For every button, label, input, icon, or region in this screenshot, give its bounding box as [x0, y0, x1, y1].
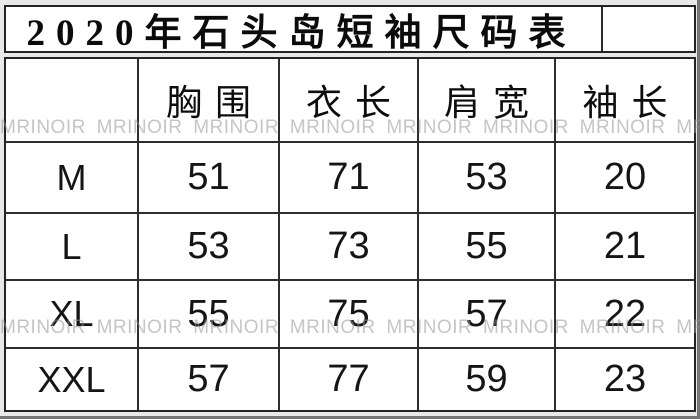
cell-xl-length: 75: [280, 281, 419, 349]
title-box: 2020年石头岛短袖尺码表: [4, 5, 696, 54]
row-label-l: L: [6, 214, 139, 281]
cell-m-sleeve: 20: [556, 143, 694, 214]
column-header-shoulder: 肩宽: [419, 59, 556, 143]
page-title: 2020年石头岛短袖尺码表: [26, 13, 577, 54]
column-header-length: 衣长: [280, 59, 419, 143]
cell-l-sleeve: 21: [556, 214, 694, 281]
corner-cell: [6, 59, 139, 143]
cell-l-length: 73: [280, 214, 419, 281]
cell-xl-sleeve: 22: [556, 281, 694, 349]
cell-xxl-shoulder: 59: [419, 349, 556, 410]
cell-xl-shoulder: 57: [419, 281, 556, 349]
column-header-chest: 胸围: [139, 59, 280, 143]
cell-m-chest: 51: [139, 143, 280, 214]
title-box-divider: [601, 7, 603, 51]
row-label-xl: XL: [6, 281, 139, 349]
row-label-xxl: XXL: [6, 349, 139, 410]
image-edge-right: [697, 0, 700, 419]
cell-m-length: 71: [280, 143, 419, 214]
cell-l-chest: 53: [139, 214, 280, 281]
size-table: 胸围 衣长 肩宽 袖长 M 51 71 53 20 L 53 73 55 21 …: [4, 57, 696, 412]
column-header-sleeve: 袖长: [556, 59, 694, 143]
cell-xxl-chest: 57: [139, 349, 280, 410]
row-label-m: M: [6, 143, 139, 214]
cell-m-shoulder: 53: [419, 143, 556, 214]
cell-xl-chest: 55: [139, 281, 280, 349]
cell-xxl-sleeve: 23: [556, 349, 694, 410]
image-edge-bottom: [0, 416, 700, 419]
cell-l-shoulder: 55: [419, 214, 556, 281]
cell-xxl-length: 77: [280, 349, 419, 410]
